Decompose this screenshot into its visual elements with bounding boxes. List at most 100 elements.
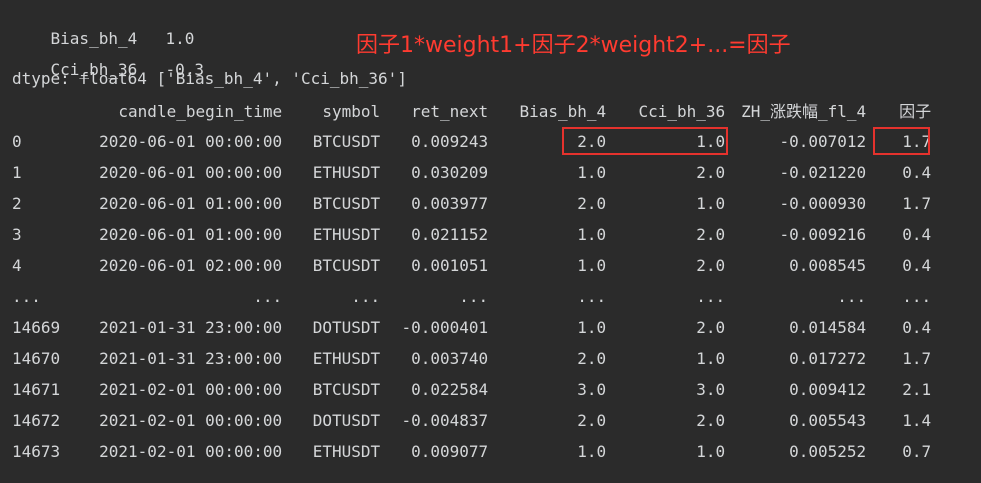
zh-change-value: 0.017272	[789, 349, 867, 368]
table-row: ........................	[0, 281, 931, 312]
row-index: 14672	[12, 411, 61, 430]
cci-value: 2.0	[696, 318, 726, 337]
ret-next: 0.003977	[411, 194, 489, 213]
cci-value: 2.0	[696, 256, 726, 275]
cci-value: 1.0	[696, 442, 726, 461]
row-index: 14673	[12, 442, 61, 461]
cci-value: 1.0	[696, 349, 726, 368]
factor-value: ...	[902, 287, 932, 306]
ret-next: ...	[459, 287, 489, 306]
cci-value: 1.0	[696, 132, 726, 151]
table-row: 4 2020-06-01 02:00:00 BTCUSDT 0.001051 1.0 2.…	[0, 250, 931, 281]
factor-value: 2.1	[902, 380, 932, 399]
bias-value: 2.0	[577, 349, 607, 368]
series-name: Bias_bh_4	[50, 29, 138, 48]
row-index: 2	[12, 194, 22, 213]
row-index: 4	[12, 256, 22, 275]
bias-value: 1.0	[577, 225, 607, 244]
row-index: 14670	[12, 349, 61, 368]
table-row: 14671 2021-02-01 00:00:00 BTCUSDT 0.022584 3…	[0, 374, 931, 405]
factor-value: 0.4	[902, 318, 932, 337]
cci-value: 2.0	[696, 225, 726, 244]
candle-begin-time: 2021-02-01 00:00:00	[99, 442, 283, 461]
candle-begin-time: 2020-06-01 00:00:00	[99, 132, 283, 151]
symbol: DOTUSDT	[312, 318, 381, 337]
zh-change-value: 0.005252	[789, 442, 867, 461]
ret-next-header: ret_next	[411, 102, 489, 121]
table-header-row: candle_begin_time symbol ret_next Bias_bh_4…	[0, 98, 931, 126]
zh-change-value: ...	[837, 287, 867, 306]
factor-value: 1.4	[902, 411, 932, 430]
candle-begin-time: 2020-06-01 01:00:00	[99, 225, 283, 244]
symbol: DOTUSDT	[312, 411, 381, 430]
symbol: ETHUSDT	[312, 225, 381, 244]
bias-value: 3.0	[577, 380, 607, 399]
bias-value: 1.0	[577, 318, 607, 337]
bias-value: 1.0	[577, 442, 607, 461]
zh-change-value: -0.007012	[779, 132, 867, 151]
table-row: 1 2020-06-01 00:00:00 ETHUSDT 0.030209 1.0 2.…	[0, 157, 931, 188]
cci-value: ...	[696, 287, 726, 306]
factor-value: 0.4	[902, 225, 932, 244]
ret-next: 0.022584	[411, 380, 489, 399]
ret-next: 0.021152	[411, 225, 489, 244]
zh-change-value: 0.008545	[789, 256, 867, 275]
candle-begin-time: ...	[253, 287, 283, 306]
dtype-line: dtype: float64 ['Bias_bh_4', 'Cci_bh_36'…	[12, 69, 407, 88]
table-row: 2 2020-06-01 01:00:00 BTCUSDT 0.003977 2.0 1.…	[0, 188, 931, 219]
index-header	[0, 98, 60, 126]
symbol: ETHUSDT	[312, 442, 381, 461]
ret-next: -0.004837	[401, 411, 489, 430]
ret-next: 0.009243	[411, 132, 489, 151]
table-row: 0 2020-06-01 00:00:00 BTCUSDT 0.009243 2.0 1.…	[0, 126, 931, 157]
ret-next: 0.003740	[411, 349, 489, 368]
candle-begin-time: 2021-02-01 00:00:00	[99, 411, 283, 430]
row-index: 14671	[12, 380, 61, 399]
bias-value: 2.0	[577, 194, 607, 213]
candle-begin-time: 2020-06-01 00:00:00	[99, 163, 283, 182]
bias-value: 2.0	[577, 132, 607, 151]
symbol: ETHUSDT	[312, 163, 381, 182]
candle-begin-time: 2020-06-01 01:00:00	[99, 194, 283, 213]
symbol: BTCUSDT	[312, 194, 381, 213]
table-row: 14669 2021-01-31 23:00:00 DOTUSDT -0.000401…	[0, 312, 931, 343]
cci-header: Cci_bh_36	[638, 102, 726, 121]
table-row: 14670 2021-01-31 23:00:00 ETHUSDT 0.003740 2…	[0, 343, 931, 374]
cci-value: 2.0	[696, 411, 726, 430]
highlight-box-result	[873, 127, 930, 155]
table-row: 3 2020-06-01 01:00:00 ETHUSDT 0.021152 1.0 2.…	[0, 219, 931, 250]
zh-change-value: -0.009216	[779, 225, 867, 244]
bias-value: 1.0	[577, 256, 607, 275]
row-index: 0	[12, 132, 22, 151]
factor-value: 0.7	[902, 442, 932, 461]
bias-value: ...	[577, 287, 607, 306]
cci-value: 1.0	[696, 194, 726, 213]
candle-begin-time: 2021-02-01 00:00:00	[99, 380, 283, 399]
zh-change-value: 0.005543	[789, 411, 867, 430]
row-index: 1	[12, 163, 22, 182]
zh-change-header: ZH_涨跌幅_fl_4	[741, 102, 867, 121]
row-index: ...	[12, 287, 41, 306]
zh-change-value: 0.009412	[789, 380, 867, 399]
symbol: BTCUSDT	[312, 380, 381, 399]
factor-value: 1.7	[902, 349, 932, 368]
symbol: ...	[351, 287, 381, 306]
zh-change-value: -0.000930	[779, 194, 867, 213]
candle-begin-time: 2021-01-31 23:00:00	[99, 318, 283, 337]
factor-value: 1.7	[902, 132, 932, 151]
ret-next: -0.000401	[401, 318, 489, 337]
highlight-box-factors	[562, 127, 728, 155]
series-line: Bias_bh_4 1.0	[12, 6, 195, 48]
factor-value: 0.4	[902, 256, 932, 275]
row-index: 14669	[12, 318, 61, 337]
symbol: BTCUSDT	[312, 256, 381, 275]
symbol: BTCUSDT	[312, 132, 381, 151]
cci-value: 3.0	[696, 380, 726, 399]
table-row: 14672 2021-02-01 00:00:00 DOTUSDT -0.004837…	[0, 405, 931, 436]
ret-next: 0.030209	[411, 163, 489, 182]
dataframe-table: candle_begin_time symbol ret_next Bias_bh_4…	[0, 98, 931, 467]
cci-value: 2.0	[696, 163, 726, 182]
bias-value: 2.0	[577, 411, 607, 430]
zh-change-value: -0.021220	[779, 163, 867, 182]
